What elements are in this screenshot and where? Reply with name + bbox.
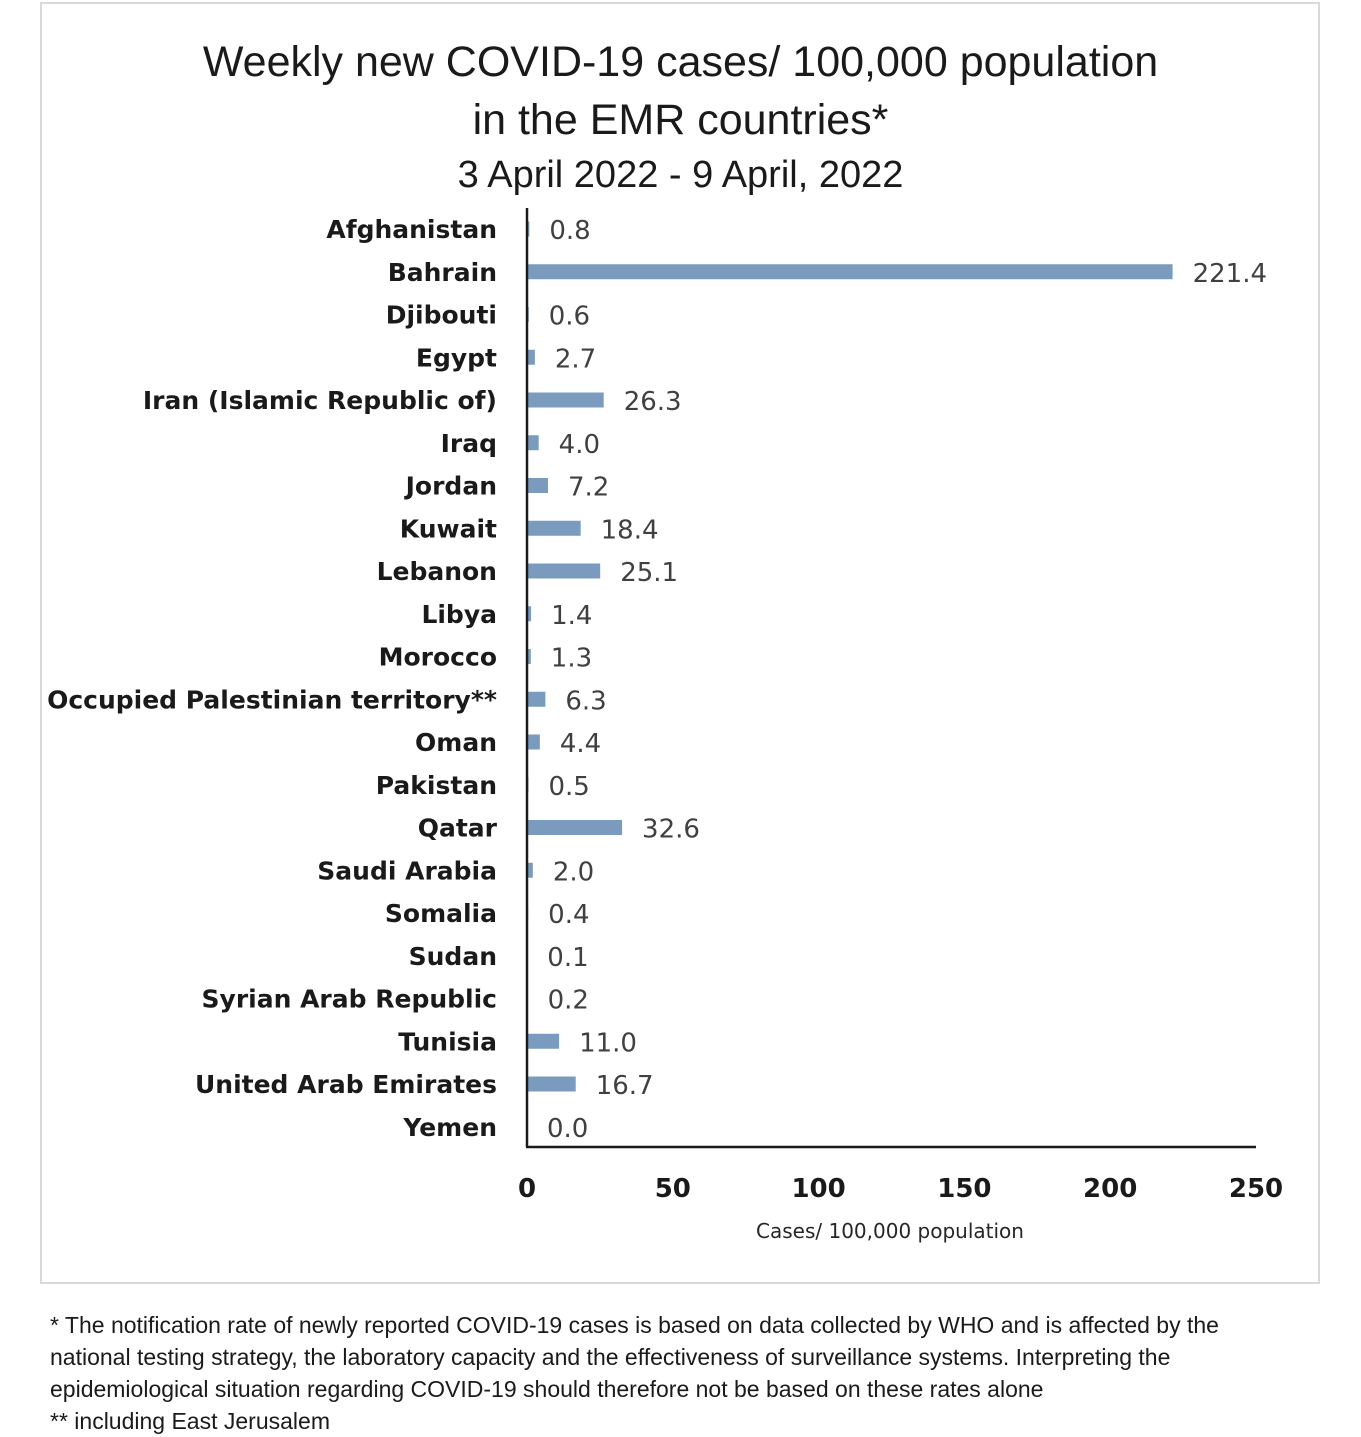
value-label: 7.2 [568, 473, 609, 503]
category-label: Yemen [402, 1113, 497, 1142]
bar [527, 820, 622, 835]
bar-chart: Afghanistan 0.8 Bahrain 221.4 Djibouti 0.6 Egy… [0, 0, 1361, 1290]
value-label: 2.7 [555, 344, 596, 374]
bar [527, 478, 548, 493]
category-label: Oman [415, 728, 497, 757]
value-label: 2.0 [553, 857, 594, 887]
category-label: Iran (Islamic Republic of) [143, 386, 497, 415]
category-label: Pakistan [376, 771, 497, 800]
category-label: Syrian Arab Republic [202, 985, 497, 1014]
x-axis-title: Cases/ 100,000 population [756, 1219, 1024, 1243]
bar [527, 692, 545, 707]
category-label: Kuwait [400, 514, 497, 543]
value-label: 0.6 [549, 302, 590, 332]
category-label: Djibouti [386, 301, 497, 330]
bars-layer: Afghanistan 0.8 Bahrain 221.4 Djibouti 0.6 Egy… [47, 215, 1267, 1144]
value-label: 11.0 [579, 1028, 637, 1058]
category-label: Lebanon [377, 557, 497, 586]
bar [527, 393, 604, 408]
value-label: 0.2 [548, 986, 589, 1016]
bar [527, 1034, 559, 1049]
category-label: Jordan [404, 472, 497, 501]
category-label: Occupied Palestinian territory** [47, 685, 497, 714]
bar [527, 735, 540, 750]
x-tick-label: 150 [937, 1174, 991, 1204]
category-label: Egypt [416, 343, 497, 372]
category-label: Morocco [379, 643, 497, 672]
value-label: 26.3 [624, 387, 682, 417]
x-ticks-layer: 0 50 100 150 200 250 [518, 1174, 1283, 1204]
category-label: Qatar [418, 814, 498, 843]
x-tick-label: 250 [1229, 1174, 1283, 1204]
category-label: United Arab Emirates [195, 1070, 497, 1099]
value-label: 0.5 [548, 772, 589, 802]
footnote-line-2: national testing strategy, the laborator… [50, 1341, 1330, 1373]
category-label: Sudan [409, 942, 497, 971]
value-label: 0.0 [547, 1114, 588, 1144]
category-label: Somalia [385, 899, 497, 928]
x-tick-label: 0 [518, 1174, 536, 1204]
x-tick-label: 200 [1083, 1174, 1137, 1204]
footnote-line-1: * The notification rate of newly reporte… [50, 1309, 1330, 1341]
bar [527, 564, 600, 579]
footnote-line-3: epidemiological situation regarding COVI… [50, 1373, 1330, 1405]
value-label: 32.6 [642, 815, 700, 845]
value-label: 18.4 [601, 515, 659, 545]
category-label: Iraq [441, 429, 497, 458]
value-label: 0.1 [547, 943, 588, 973]
value-label: 1.3 [551, 644, 592, 674]
value-label: 4.0 [559, 430, 600, 460]
value-label: 16.7 [596, 1071, 654, 1101]
value-label: 6.3 [565, 686, 606, 716]
value-label: 0.8 [549, 216, 590, 246]
value-label: 221.4 [1193, 259, 1267, 289]
value-label: 4.4 [560, 729, 601, 759]
bar [527, 521, 581, 536]
value-label: 25.1 [620, 558, 678, 588]
value-label: 1.4 [551, 601, 592, 631]
bar [527, 264, 1173, 279]
x-tick-label: 100 [791, 1174, 845, 1204]
bar [527, 1077, 576, 1092]
category-label: Saudi Arabia [317, 856, 497, 885]
category-label: Afghanistan [326, 215, 497, 244]
category-label: Bahrain [388, 258, 497, 287]
footnote-line-4: ** including East Jerusalem [50, 1405, 1330, 1437]
bar [527, 435, 539, 450]
value-label: 0.4 [548, 900, 589, 930]
x-tick-label: 50 [655, 1174, 691, 1204]
category-label: Libya [421, 600, 497, 629]
category-label: Tunisia [398, 1027, 497, 1056]
